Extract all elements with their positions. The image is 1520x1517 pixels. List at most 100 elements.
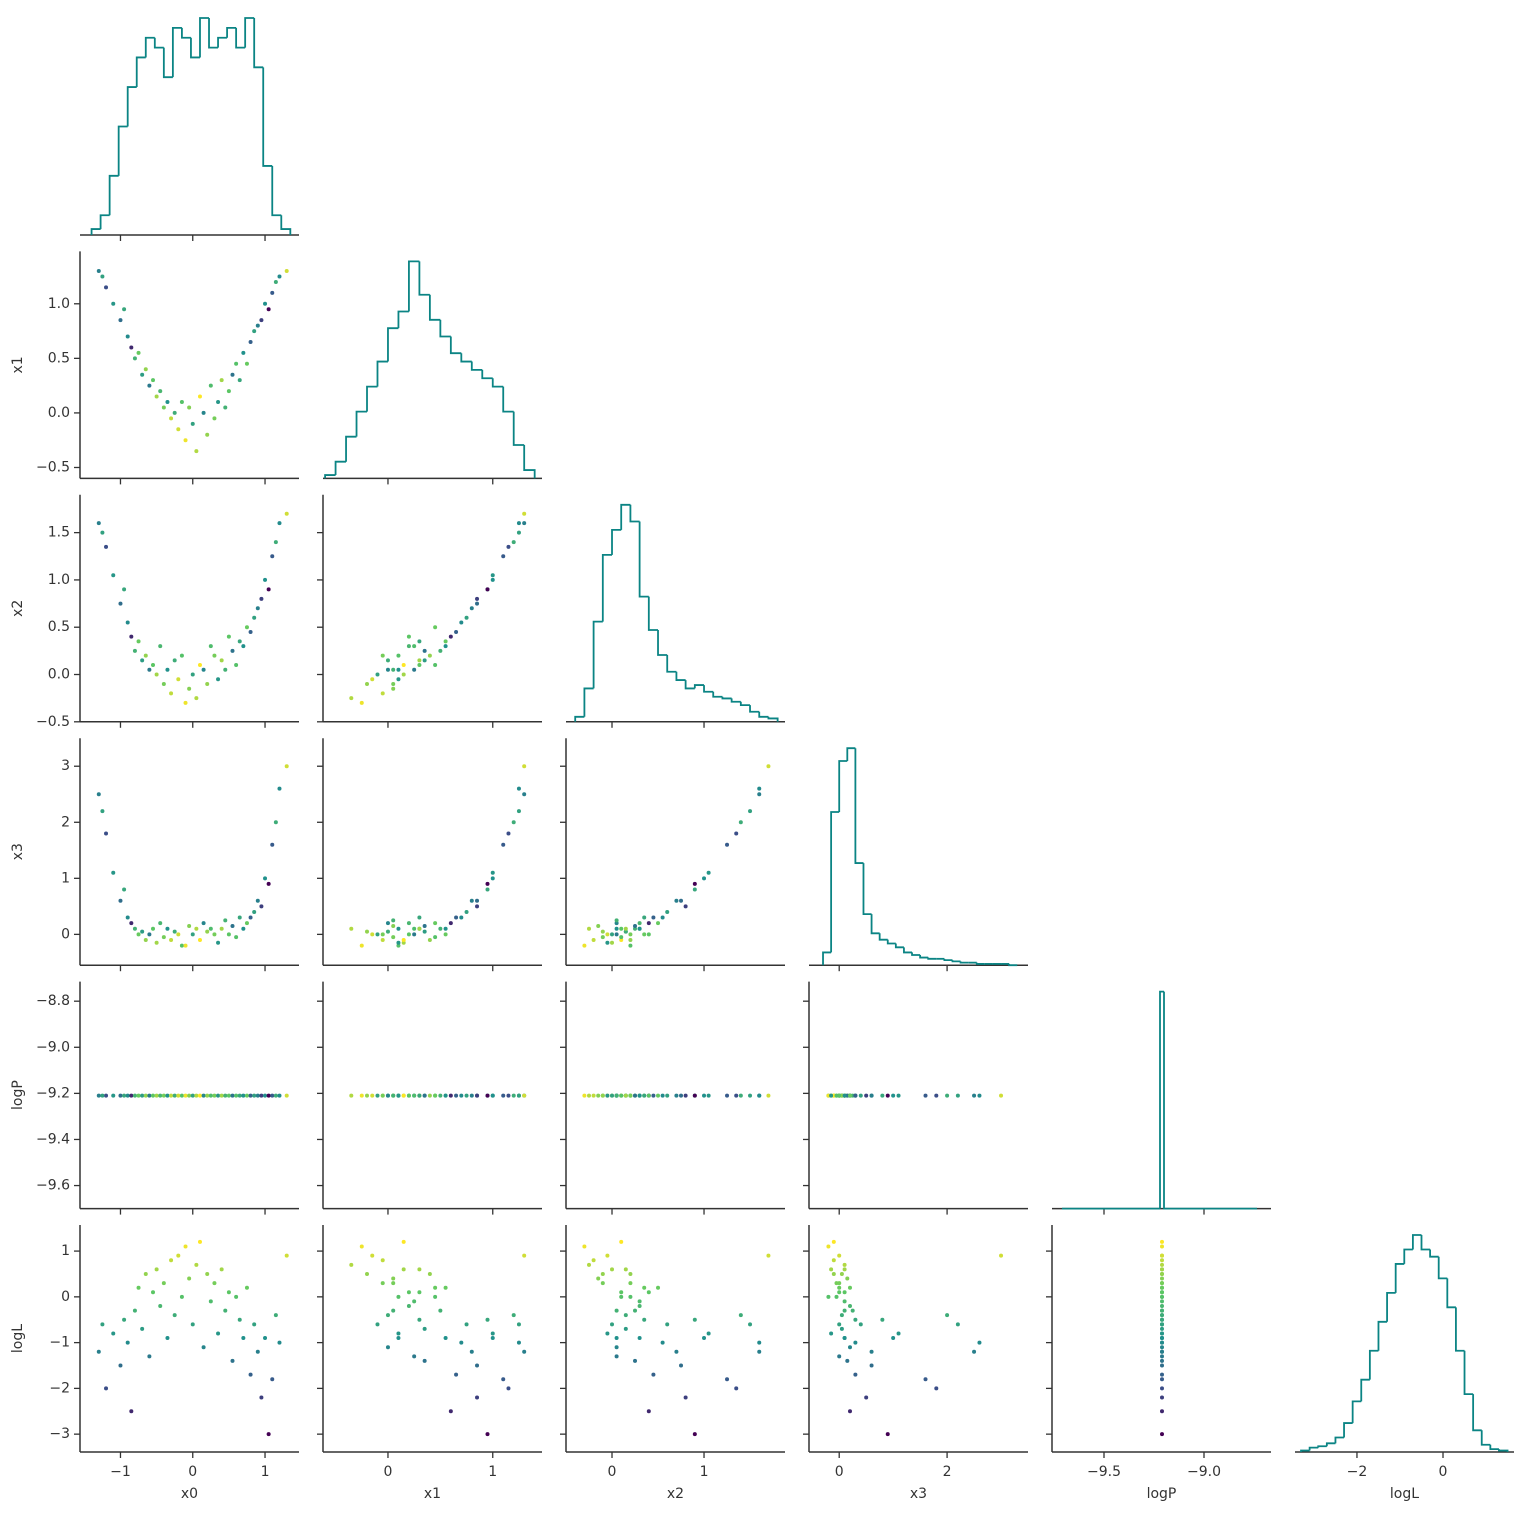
- scatter-point: [223, 1093, 228, 1098]
- scatter-point: [396, 943, 401, 948]
- scatter-point: [96, 521, 101, 526]
- histogram-bin: [108, 174, 119, 216]
- scatter-point: [651, 1372, 656, 1377]
- scatter-point: [692, 881, 697, 886]
- scatter-point: [234, 663, 239, 668]
- scatter-point: [692, 887, 697, 892]
- scatter-point: [194, 926, 199, 931]
- scatter-point: [161, 935, 166, 940]
- y-tick-label: −1: [49, 1335, 70, 1351]
- y-tick-label: 1.0: [48, 572, 70, 588]
- scatter-point: [104, 831, 109, 836]
- scatter-point: [734, 1093, 739, 1098]
- scatter-point: [847, 1345, 852, 1350]
- scatter-point: [187, 1276, 192, 1281]
- scatter-point: [154, 394, 159, 399]
- histogram-bin: [117, 125, 128, 176]
- scatter-point: [391, 918, 396, 923]
- x-tick-label: −9.5: [1087, 1464, 1121, 1480]
- scatter-point: [140, 1093, 145, 1098]
- scatter-point: [391, 923, 396, 928]
- scatter-point: [1160, 1317, 1164, 1322]
- x-axis-label: x3: [910, 1486, 927, 1502]
- scatter-point: [96, 269, 101, 274]
- scatter-point: [406, 634, 411, 639]
- histogram-bin: [1446, 1278, 1456, 1309]
- scatter-point: [143, 653, 148, 658]
- scatter-point: [433, 1093, 438, 1098]
- scatter-point: [197, 1093, 202, 1098]
- scatter-point: [587, 1093, 592, 1098]
- scatter-point: [252, 1322, 257, 1327]
- scatter-point: [417, 639, 422, 644]
- scatter-point: [448, 921, 453, 926]
- scatter-point: [605, 1253, 610, 1258]
- scatter-point: [172, 929, 177, 934]
- scatter-point: [1160, 1258, 1164, 1263]
- scatter-point: [179, 400, 184, 405]
- scatter-point: [385, 921, 390, 926]
- scatter-point: [757, 1349, 762, 1354]
- x-tick-label: 1: [261, 1464, 270, 1480]
- histogram-bin: [739, 701, 751, 707]
- scatter-point: [244, 625, 249, 630]
- scatter-point: [172, 1313, 177, 1318]
- scatter-point: [176, 427, 181, 432]
- scatter-point: [263, 876, 268, 881]
- scatter-point: [706, 870, 711, 875]
- scatter-point: [665, 909, 670, 914]
- scatter-point: [266, 881, 271, 886]
- scatter-point: [443, 639, 448, 644]
- scatter-point: [642, 1093, 647, 1098]
- scatter-point: [165, 1336, 170, 1341]
- x-tick-label: 0: [835, 1464, 844, 1480]
- scatter-point: [104, 1093, 109, 1098]
- scatter-point: [516, 809, 521, 814]
- scatter-point: [208, 644, 213, 649]
- histogram-bin: [1308, 1446, 1319, 1451]
- scatter-point: [605, 1331, 610, 1336]
- scatter-point: [433, 1285, 438, 1290]
- scatter-point: [955, 1322, 960, 1327]
- scatter-point: [263, 577, 268, 582]
- scatter-point: [365, 929, 370, 934]
- scatter-point: [255, 1349, 260, 1354]
- scatter-point: [190, 1322, 195, 1327]
- scatter-point: [255, 323, 260, 328]
- scatter-point: [757, 1340, 762, 1345]
- scatter-point: [427, 1093, 432, 1098]
- scatter-point: [614, 1308, 619, 1313]
- scatter-point: [842, 1262, 847, 1267]
- scatter-point: [628, 1093, 633, 1098]
- scatter-point: [829, 1331, 834, 1336]
- scatter-point: [623, 1326, 628, 1331]
- scatter-point: [284, 511, 289, 516]
- scatter-point: [223, 405, 228, 410]
- scatter-point: [637, 1299, 642, 1304]
- y-tick-label: −0.5: [36, 459, 70, 475]
- scatter-point: [365, 1271, 370, 1276]
- x-axis-label: logP: [1147, 1486, 1177, 1502]
- scatter-point: [122, 887, 127, 892]
- scatter-point: [241, 1336, 246, 1341]
- scatter-point: [147, 932, 152, 937]
- scatter-point: [464, 909, 469, 914]
- scatter-point: [501, 842, 506, 847]
- scatter-point: [248, 1372, 253, 1377]
- scatter-point: [248, 1093, 253, 1098]
- scatter-point: [831, 1258, 836, 1263]
- scatter-point: [433, 921, 438, 926]
- scatter-point: [766, 1253, 771, 1258]
- scatter-point: [104, 544, 109, 549]
- scatter-point: [263, 301, 268, 306]
- scatter-point: [485, 881, 490, 886]
- scatter-point: [143, 1093, 148, 1098]
- scatter-point: [208, 926, 213, 931]
- scatter-point: [427, 653, 432, 658]
- histogram-bin: [1377, 1320, 1388, 1351]
- scatter-point: [591, 1093, 596, 1098]
- scatter-point: [244, 1093, 249, 1098]
- scatter-point: [391, 1093, 396, 1098]
- scatter-point: [208, 1093, 213, 1098]
- scatter-point: [255, 606, 260, 611]
